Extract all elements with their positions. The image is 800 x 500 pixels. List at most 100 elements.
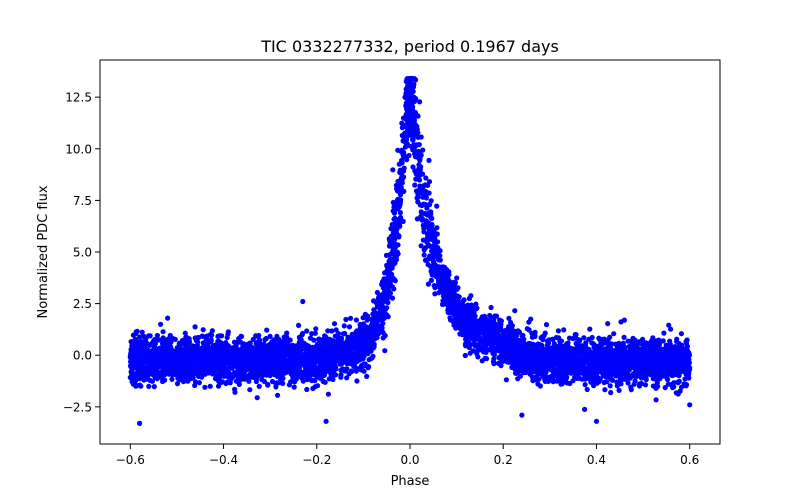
data-point [192, 324, 198, 330]
data-point [204, 352, 210, 358]
data-point [509, 323, 515, 329]
data-point [618, 381, 624, 387]
data-point [192, 362, 198, 368]
data-point [247, 362, 253, 368]
data-point [548, 373, 554, 379]
data-point [271, 353, 277, 359]
data-point [313, 326, 319, 332]
data-point [649, 367, 655, 373]
data-point [399, 160, 405, 166]
data-point [649, 360, 655, 366]
data-point [146, 333, 152, 339]
data-point [234, 372, 240, 379]
data-point [162, 369, 168, 376]
data-point [335, 331, 342, 337]
data-point [437, 264, 443, 271]
data-point [275, 392, 281, 398]
data-point [291, 384, 297, 390]
data-point [361, 361, 367, 367]
data-point [167, 353, 173, 359]
data-point [219, 367, 226, 373]
data-point [506, 315, 512, 321]
data-point [180, 378, 186, 384]
data-point [380, 329, 386, 336]
data-point [669, 355, 675, 361]
data-point [473, 301, 479, 307]
data-point [582, 382, 588, 388]
data-point [353, 317, 359, 323]
data-point [628, 384, 634, 390]
data-point [545, 338, 551, 344]
data-point [602, 387, 608, 393]
data-point [608, 347, 614, 353]
data-point [517, 373, 524, 379]
data-point [492, 320, 498, 326]
data-point [316, 336, 322, 342]
data-point [464, 317, 470, 323]
data-point [383, 288, 390, 295]
data-point [397, 199, 403, 205]
data-point [208, 364, 214, 370]
data-point [151, 384, 157, 390]
data-point [183, 371, 189, 377]
data-point [607, 334, 613, 340]
data-point [241, 366, 247, 373]
data-point [256, 343, 262, 350]
data-point [274, 340, 280, 346]
data-point [625, 380, 631, 386]
data-point [330, 376, 336, 383]
data-point [168, 357, 174, 363]
data-point [162, 377, 168, 383]
data-point [286, 382, 292, 388]
data-point [137, 382, 143, 388]
data-point [434, 203, 440, 209]
data-point [553, 334, 560, 341]
data-point [608, 390, 614, 396]
data-point [472, 336, 478, 342]
data-point [630, 346, 636, 352]
data-point [464, 325, 470, 331]
data-point [579, 360, 585, 366]
data-point [428, 214, 434, 221]
data-point [140, 373, 146, 379]
data-point [442, 276, 448, 282]
data-point [280, 375, 286, 381]
data-point [292, 379, 298, 385]
data-point [683, 340, 690, 346]
data-point [160, 329, 166, 335]
data-point [686, 350, 692, 356]
data-point [564, 359, 571, 366]
data-point [643, 372, 649, 378]
data-point [650, 335, 656, 341]
data-point [329, 371, 336, 377]
data-point [331, 321, 338, 327]
data-point [127, 374, 133, 381]
data-point [325, 364, 331, 370]
data-point [291, 344, 298, 350]
data-point [558, 338, 565, 344]
data-point [593, 365, 599, 371]
data-point [667, 338, 673, 344]
data-point [203, 362, 209, 368]
data-point [390, 199, 396, 206]
data-point [642, 382, 649, 388]
data-point [656, 337, 662, 343]
data-point [233, 346, 239, 352]
data-point [537, 355, 543, 362]
data-point [648, 340, 654, 347]
data-point [157, 363, 163, 369]
data-point [605, 339, 611, 345]
data-point [548, 345, 555, 351]
data-point [466, 308, 472, 314]
data-point [161, 349, 167, 355]
data-point [500, 358, 506, 365]
data-point [305, 368, 311, 374]
data-point [573, 346, 579, 352]
data-point [468, 293, 474, 299]
data-point [424, 239, 430, 245]
data-point [350, 345, 356, 352]
data-point [643, 362, 649, 368]
data-point [561, 343, 567, 349]
data-point [544, 346, 551, 352]
data-point [596, 335, 602, 341]
